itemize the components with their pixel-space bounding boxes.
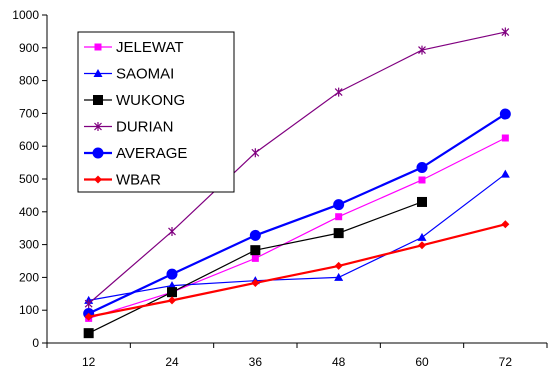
- data-point: [417, 197, 427, 207]
- legend: JELEWAT SAOMAI WUKONG DURIAN AVERAGE WBAR: [78, 32, 234, 192]
- data-point: [501, 170, 510, 178]
- data-point: [335, 262, 343, 270]
- data-point: [250, 230, 261, 241]
- y-tick-label: 300: [19, 238, 39, 252]
- x-tick-label: 12: [82, 355, 96, 369]
- y-tick-label: 400: [19, 205, 39, 219]
- data-point: [252, 255, 259, 262]
- data-point: [167, 269, 178, 280]
- data-point: [93, 95, 103, 105]
- data-point: [500, 109, 511, 120]
- y-tick-label: 200: [19, 270, 39, 284]
- legend-label: JELEWAT: [116, 39, 184, 56]
- series-wbar: [85, 220, 510, 320]
- data-point: [84, 328, 94, 338]
- legend-label: WBAR: [116, 172, 161, 189]
- y-tick-label: 800: [19, 74, 39, 88]
- data-point: [334, 228, 344, 238]
- data-point: [93, 148, 104, 159]
- y-tick-label: 900: [19, 41, 39, 55]
- y-tick-label: 100: [19, 303, 39, 317]
- data-point: [418, 233, 427, 241]
- legend-label: SAOMAI: [116, 66, 174, 83]
- data-point: [169, 227, 176, 236]
- data-point: [167, 287, 177, 297]
- data-point: [168, 296, 176, 304]
- y-tick-label: 700: [19, 106, 39, 120]
- x-tick-label: 24: [165, 355, 179, 369]
- x-tick-label: 60: [415, 355, 429, 369]
- series-wukong: [84, 197, 427, 338]
- y-tick-label: 500: [19, 172, 39, 186]
- data-point: [502, 135, 509, 142]
- x-tick-label: 36: [249, 355, 263, 369]
- data-point: [334, 273, 343, 281]
- legend-label: AVERAGE: [116, 145, 187, 162]
- x-tick-label: 48: [332, 355, 346, 369]
- data-point: [417, 162, 428, 173]
- y-tick-label: 0: [32, 336, 39, 350]
- data-point: [333, 199, 344, 210]
- legend-label: DURIAN: [116, 119, 174, 136]
- data-point: [501, 220, 509, 228]
- series-line: [89, 202, 422, 333]
- data-point: [252, 148, 259, 157]
- y-tick-label: 1000: [12, 8, 39, 22]
- data-point: [250, 245, 260, 255]
- legend-label: WUKONG: [116, 92, 185, 109]
- data-point: [419, 176, 426, 183]
- data-point: [95, 44, 102, 51]
- legend-box: [78, 32, 234, 192]
- y-tick-label: 600: [19, 139, 39, 153]
- data-point: [335, 213, 342, 220]
- data-point: [418, 241, 426, 249]
- x-tick-label: 72: [499, 355, 513, 369]
- data-point: [335, 88, 342, 97]
